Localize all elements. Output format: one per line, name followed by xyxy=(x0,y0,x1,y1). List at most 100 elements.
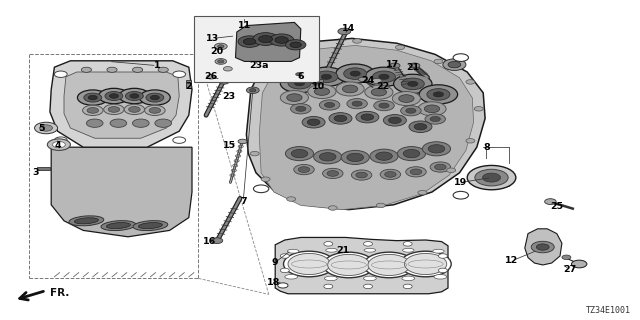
Circle shape xyxy=(269,34,294,46)
Circle shape xyxy=(323,168,343,179)
Circle shape xyxy=(438,268,447,273)
Text: 15: 15 xyxy=(223,141,236,150)
Text: 11: 11 xyxy=(238,21,251,30)
Circle shape xyxy=(400,251,451,277)
Circle shape xyxy=(296,73,302,76)
Text: 23a: 23a xyxy=(250,61,269,70)
Circle shape xyxy=(562,255,571,260)
Circle shape xyxy=(246,87,259,93)
Circle shape xyxy=(536,244,549,250)
Circle shape xyxy=(307,119,320,125)
Circle shape xyxy=(158,67,168,72)
Polygon shape xyxy=(259,45,474,210)
Circle shape xyxy=(173,71,186,77)
Circle shape xyxy=(54,137,67,143)
Circle shape xyxy=(352,101,362,106)
Circle shape xyxy=(356,111,379,123)
Circle shape xyxy=(483,173,500,182)
Circle shape xyxy=(430,116,440,122)
Polygon shape xyxy=(37,167,50,170)
Circle shape xyxy=(401,78,424,90)
Circle shape xyxy=(211,238,223,244)
Circle shape xyxy=(453,191,468,199)
Circle shape xyxy=(280,74,319,93)
Circle shape xyxy=(83,105,103,116)
Circle shape xyxy=(274,65,283,69)
Circle shape xyxy=(215,59,227,64)
Text: 8: 8 xyxy=(483,143,490,152)
Circle shape xyxy=(419,85,458,104)
Ellipse shape xyxy=(69,216,104,226)
Circle shape xyxy=(314,150,342,164)
Text: 16: 16 xyxy=(203,237,216,246)
Circle shape xyxy=(292,71,305,77)
Circle shape xyxy=(35,122,58,134)
Circle shape xyxy=(259,36,273,43)
Polygon shape xyxy=(51,147,192,237)
Circle shape xyxy=(238,36,261,47)
Circle shape xyxy=(341,150,369,164)
Circle shape xyxy=(290,42,301,48)
Circle shape xyxy=(379,74,389,79)
Circle shape xyxy=(307,67,346,86)
Circle shape xyxy=(358,77,367,82)
Polygon shape xyxy=(50,61,192,147)
Text: 22: 22 xyxy=(376,82,389,91)
Circle shape xyxy=(323,252,374,278)
Circle shape xyxy=(338,28,351,35)
Circle shape xyxy=(278,283,288,288)
Circle shape xyxy=(285,40,306,50)
Circle shape xyxy=(388,117,401,124)
Ellipse shape xyxy=(133,220,168,231)
Circle shape xyxy=(243,38,256,45)
Polygon shape xyxy=(525,229,562,265)
Text: 21: 21 xyxy=(336,246,349,255)
Ellipse shape xyxy=(74,218,99,224)
Circle shape xyxy=(403,284,412,289)
Circle shape xyxy=(403,242,412,246)
Circle shape xyxy=(425,114,445,124)
Circle shape xyxy=(435,164,446,170)
Text: 13: 13 xyxy=(206,34,219,43)
Polygon shape xyxy=(315,79,323,83)
Circle shape xyxy=(329,113,352,124)
Text: 24: 24 xyxy=(362,76,374,85)
Circle shape xyxy=(309,43,318,48)
Polygon shape xyxy=(246,38,485,210)
Circle shape xyxy=(150,95,159,100)
Circle shape xyxy=(368,254,410,276)
Circle shape xyxy=(255,51,270,58)
Circle shape xyxy=(371,88,387,96)
Text: 23: 23 xyxy=(223,92,236,100)
Circle shape xyxy=(296,106,306,111)
Circle shape xyxy=(427,89,450,100)
Circle shape xyxy=(466,80,475,84)
Ellipse shape xyxy=(402,276,415,281)
Circle shape xyxy=(47,139,70,150)
Circle shape xyxy=(275,37,288,43)
Circle shape xyxy=(430,162,451,172)
Circle shape xyxy=(238,139,247,144)
Circle shape xyxy=(365,67,403,86)
Circle shape xyxy=(406,167,426,177)
FancyBboxPatch shape xyxy=(194,16,319,82)
Circle shape xyxy=(298,167,310,172)
Text: 26: 26 xyxy=(205,72,218,81)
Circle shape xyxy=(173,137,186,143)
Ellipse shape xyxy=(364,248,376,252)
Circle shape xyxy=(428,145,445,153)
Circle shape xyxy=(374,100,394,111)
Circle shape xyxy=(324,102,335,108)
Circle shape xyxy=(77,90,108,105)
Circle shape xyxy=(327,171,339,176)
Text: 19: 19 xyxy=(454,178,467,187)
Circle shape xyxy=(380,169,401,180)
Ellipse shape xyxy=(138,223,163,228)
Circle shape xyxy=(572,260,587,268)
Circle shape xyxy=(336,64,374,83)
Circle shape xyxy=(52,141,65,148)
Circle shape xyxy=(110,119,127,127)
Circle shape xyxy=(155,119,172,127)
Text: 20: 20 xyxy=(210,47,223,56)
Circle shape xyxy=(294,81,305,86)
